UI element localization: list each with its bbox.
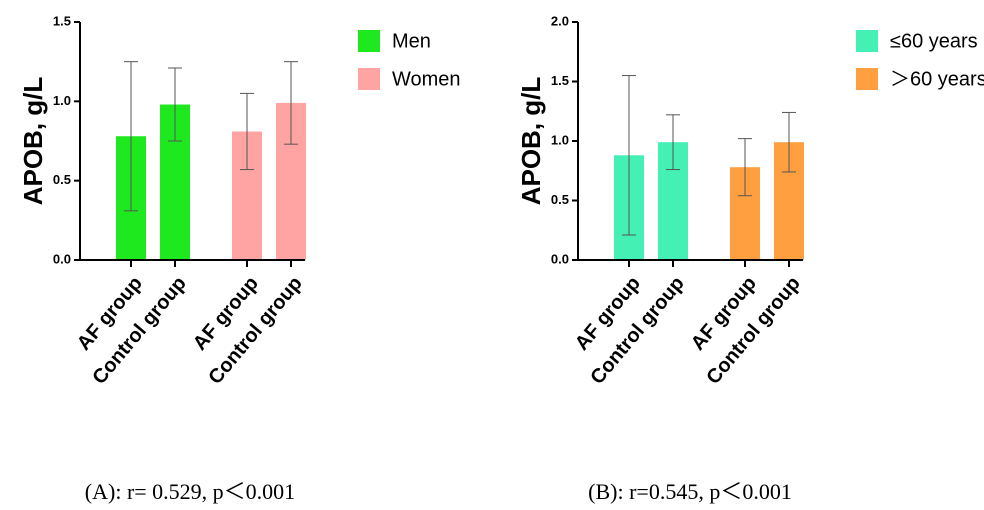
caption: (A): r= 0.529, p＜0.001	[85, 479, 295, 504]
legend-label: Women	[392, 68, 461, 90]
y-tick-label: 0.0	[53, 251, 71, 266]
y-tick-label: 2.0	[551, 13, 569, 28]
legend-swatch	[358, 30, 380, 52]
y-tick-label: 0.5	[53, 172, 71, 187]
legend-swatch	[358, 68, 380, 90]
y-tick-label: 1.0	[551, 132, 569, 147]
legend-label: Men	[392, 30, 431, 52]
y-axis-label: APOB, g/L	[516, 77, 546, 206]
y-tick-label: 1.5	[53, 13, 71, 28]
legend-swatch	[856, 68, 878, 90]
y-tick-label: 0.5	[551, 192, 569, 207]
y-axis-label: APOB, g/L	[18, 77, 48, 206]
y-tick-label: 0.0	[551, 251, 569, 266]
caption: (B): r=0.545, p＜0.001	[588, 479, 792, 504]
legend-swatch	[856, 30, 878, 52]
y-tick-label: 1.0	[53, 93, 71, 108]
legend-label: ≤60 years	[890, 30, 978, 52]
legend-label: ＞60 years	[890, 68, 984, 90]
y-tick-label: 1.5	[551, 73, 569, 88]
